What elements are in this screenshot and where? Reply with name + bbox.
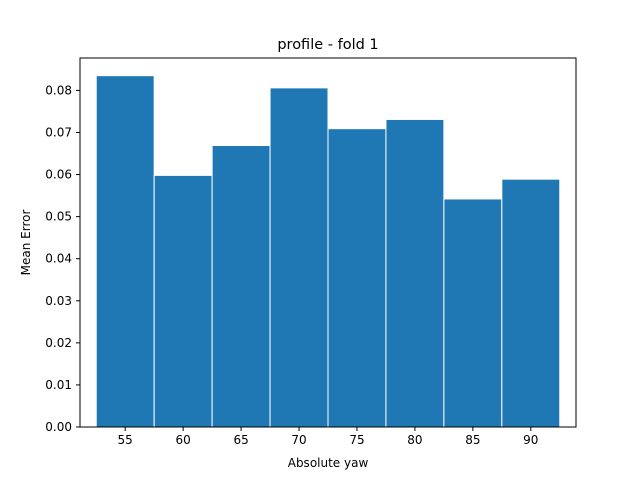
x-tick-label: 85 (465, 433, 480, 447)
y-axis-ticks: 0.00 0.01 0.02 0.03 0.04 0.05 0.06 0.07 0.08 (45, 83, 80, 434)
x-tick-label: 70 (291, 433, 306, 447)
x-axis-label: Absolute yaw (288, 456, 369, 470)
y-tick-label: 0.02 (45, 336, 72, 350)
bar-65 (211, 145, 271, 428)
x-tick-label: 65 (233, 433, 248, 447)
y-tick-label: 0.07 (45, 125, 72, 139)
y-tick-label: 0.08 (45, 83, 72, 97)
y-tick-label: 0.05 (45, 210, 72, 224)
bar-80 (385, 118, 445, 428)
x-tick-label: 75 (349, 433, 364, 447)
bar-90 (501, 178, 561, 428)
y-tick-label: 0.01 (45, 378, 72, 392)
bar-55 (95, 75, 155, 428)
x-tick-label: 55 (118, 433, 133, 447)
plot-frame (79, 57, 577, 428)
x-tick-label: 90 (523, 433, 538, 447)
chart-title: profile - fold 1 (277, 37, 378, 53)
y-tick-label: 0.03 (45, 294, 72, 308)
bars-group (95, 75, 561, 428)
bar-60 (153, 174, 213, 428)
y-tick-label: 0.06 (45, 168, 72, 182)
y-tick-label: 0.00 (45, 420, 72, 434)
y-tick-label: 0.04 (45, 252, 72, 266)
bar-75 (327, 128, 387, 428)
x-tick-label: 80 (407, 433, 422, 447)
x-axis-ticks: 55 60 65 70 75 80 85 90 (118, 427, 538, 447)
y-axis-label: Mean Error (19, 210, 33, 276)
bar-70 (269, 87, 329, 428)
x-tick-label: 60 (175, 433, 190, 447)
bar-85 (443, 198, 503, 428)
